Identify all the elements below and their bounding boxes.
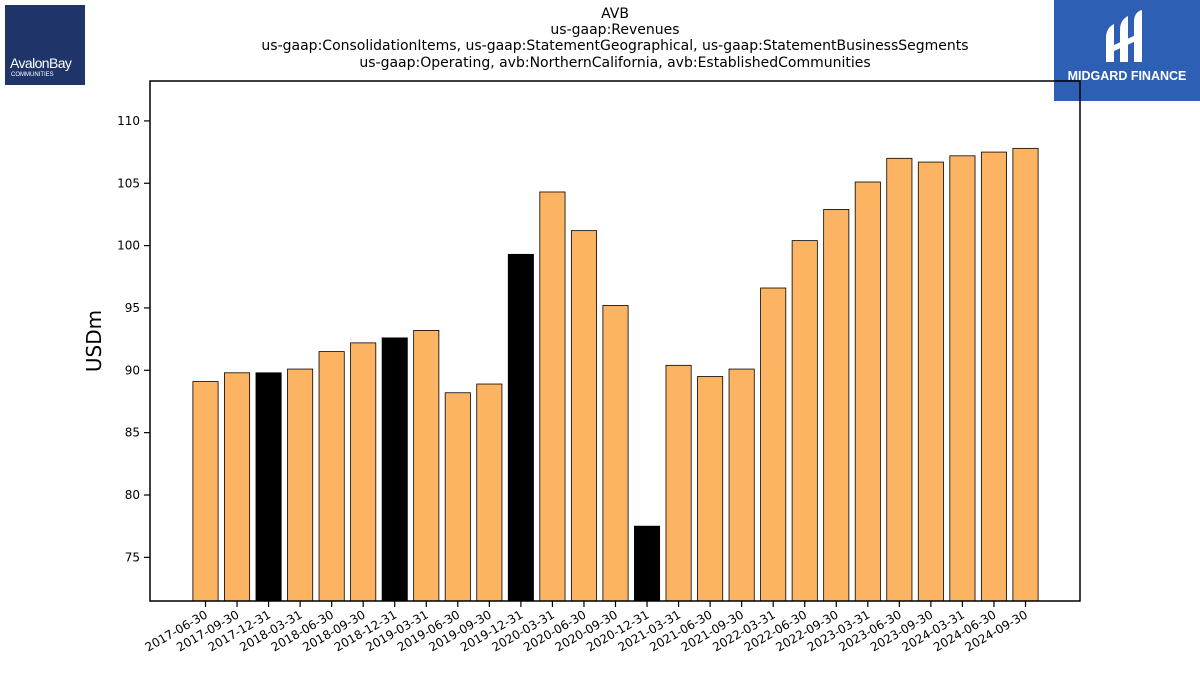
bars-group (192, 147, 1039, 602)
y-tick-label-90: 90 (125, 363, 140, 377)
bar-2024-09-30 (1012, 147, 1039, 602)
y-tick-label-105: 105 (117, 176, 140, 190)
avalonbay-logo: AvalonBay COMMUNITIES (5, 5, 85, 85)
bar-2023-09-30 (917, 161, 944, 602)
x-axis: 2017-06-302017-09-302017-12-312018-03-31… (143, 601, 1030, 654)
y-tick-label-95: 95 (125, 301, 140, 315)
bar-2018-03-31 (287, 368, 314, 602)
bar-2024-06-30 (980, 151, 1007, 602)
bar-2019-12-31 (507, 253, 534, 602)
title-concept: us-gaap:Revenues (550, 22, 680, 39)
bar-2020-03-31 (539, 191, 566, 602)
bar-2019-03-31 (413, 329, 440, 602)
bar-2018-06-30 (318, 351, 345, 602)
midgard-logo-name: MIDGARD FINANCE (1067, 69, 1187, 83)
bar-2017-06-30 (192, 381, 219, 602)
title-axes-1: us-gaap:ConsolidationItems, us-gaap:Stat… (261, 38, 969, 55)
y-axis: 75 80 85 90 95 100 105 110 (117, 114, 150, 564)
y-tick-label-100: 100 (117, 239, 140, 253)
y-tick-label-110: 110 (117, 114, 140, 128)
bar-2017-12-31 (255, 372, 282, 602)
bar-2019-09-30 (476, 383, 503, 602)
bar-2020-09-30 (602, 305, 629, 602)
bar-2021-03-31 (665, 364, 692, 602)
y-tick-label-80: 80 (125, 488, 140, 502)
bar-2017-09-30 (224, 372, 251, 602)
y-tick-label-85: 85 (125, 426, 140, 440)
bar-2020-12-31 (634, 525, 661, 602)
title-axes-2: us-gaap:Operating, avb:NorthernCaliforni… (359, 54, 871, 71)
avalonbay-logo-sub: COMMUNITIES (11, 72, 54, 78)
midgard-mark-icon (1106, 10, 1142, 62)
bar-2023-06-30 (886, 157, 913, 602)
bar-2018-09-30 (350, 342, 377, 602)
title-ticker: AVB (601, 6, 629, 22)
bar-2021-06-30 (697, 376, 724, 602)
bar-2024-03-31 (949, 155, 976, 602)
bar-2021-09-30 (728, 368, 755, 602)
bar-2020-06-30 (570, 230, 597, 602)
bar-2022-03-31 (760, 287, 787, 602)
y-tick-label-75: 75 (125, 550, 140, 564)
bar-2022-06-30 (791, 240, 818, 602)
bar-2022-09-30 (823, 209, 850, 602)
bar-2018-12-31 (381, 337, 408, 602)
chart-title: AVB us-gaap:Revenues us-gaap:Consolidati… (150, 6, 1080, 71)
bar-2019-06-30 (444, 392, 471, 602)
avalonbay-logo-name: AvalonBay (10, 55, 72, 71)
y-axis-label: USDm (82, 310, 106, 372)
bar-2023-03-31 (854, 181, 881, 602)
midgard-finance-logo: MIDGARD FINANCE (1054, 0, 1200, 101)
